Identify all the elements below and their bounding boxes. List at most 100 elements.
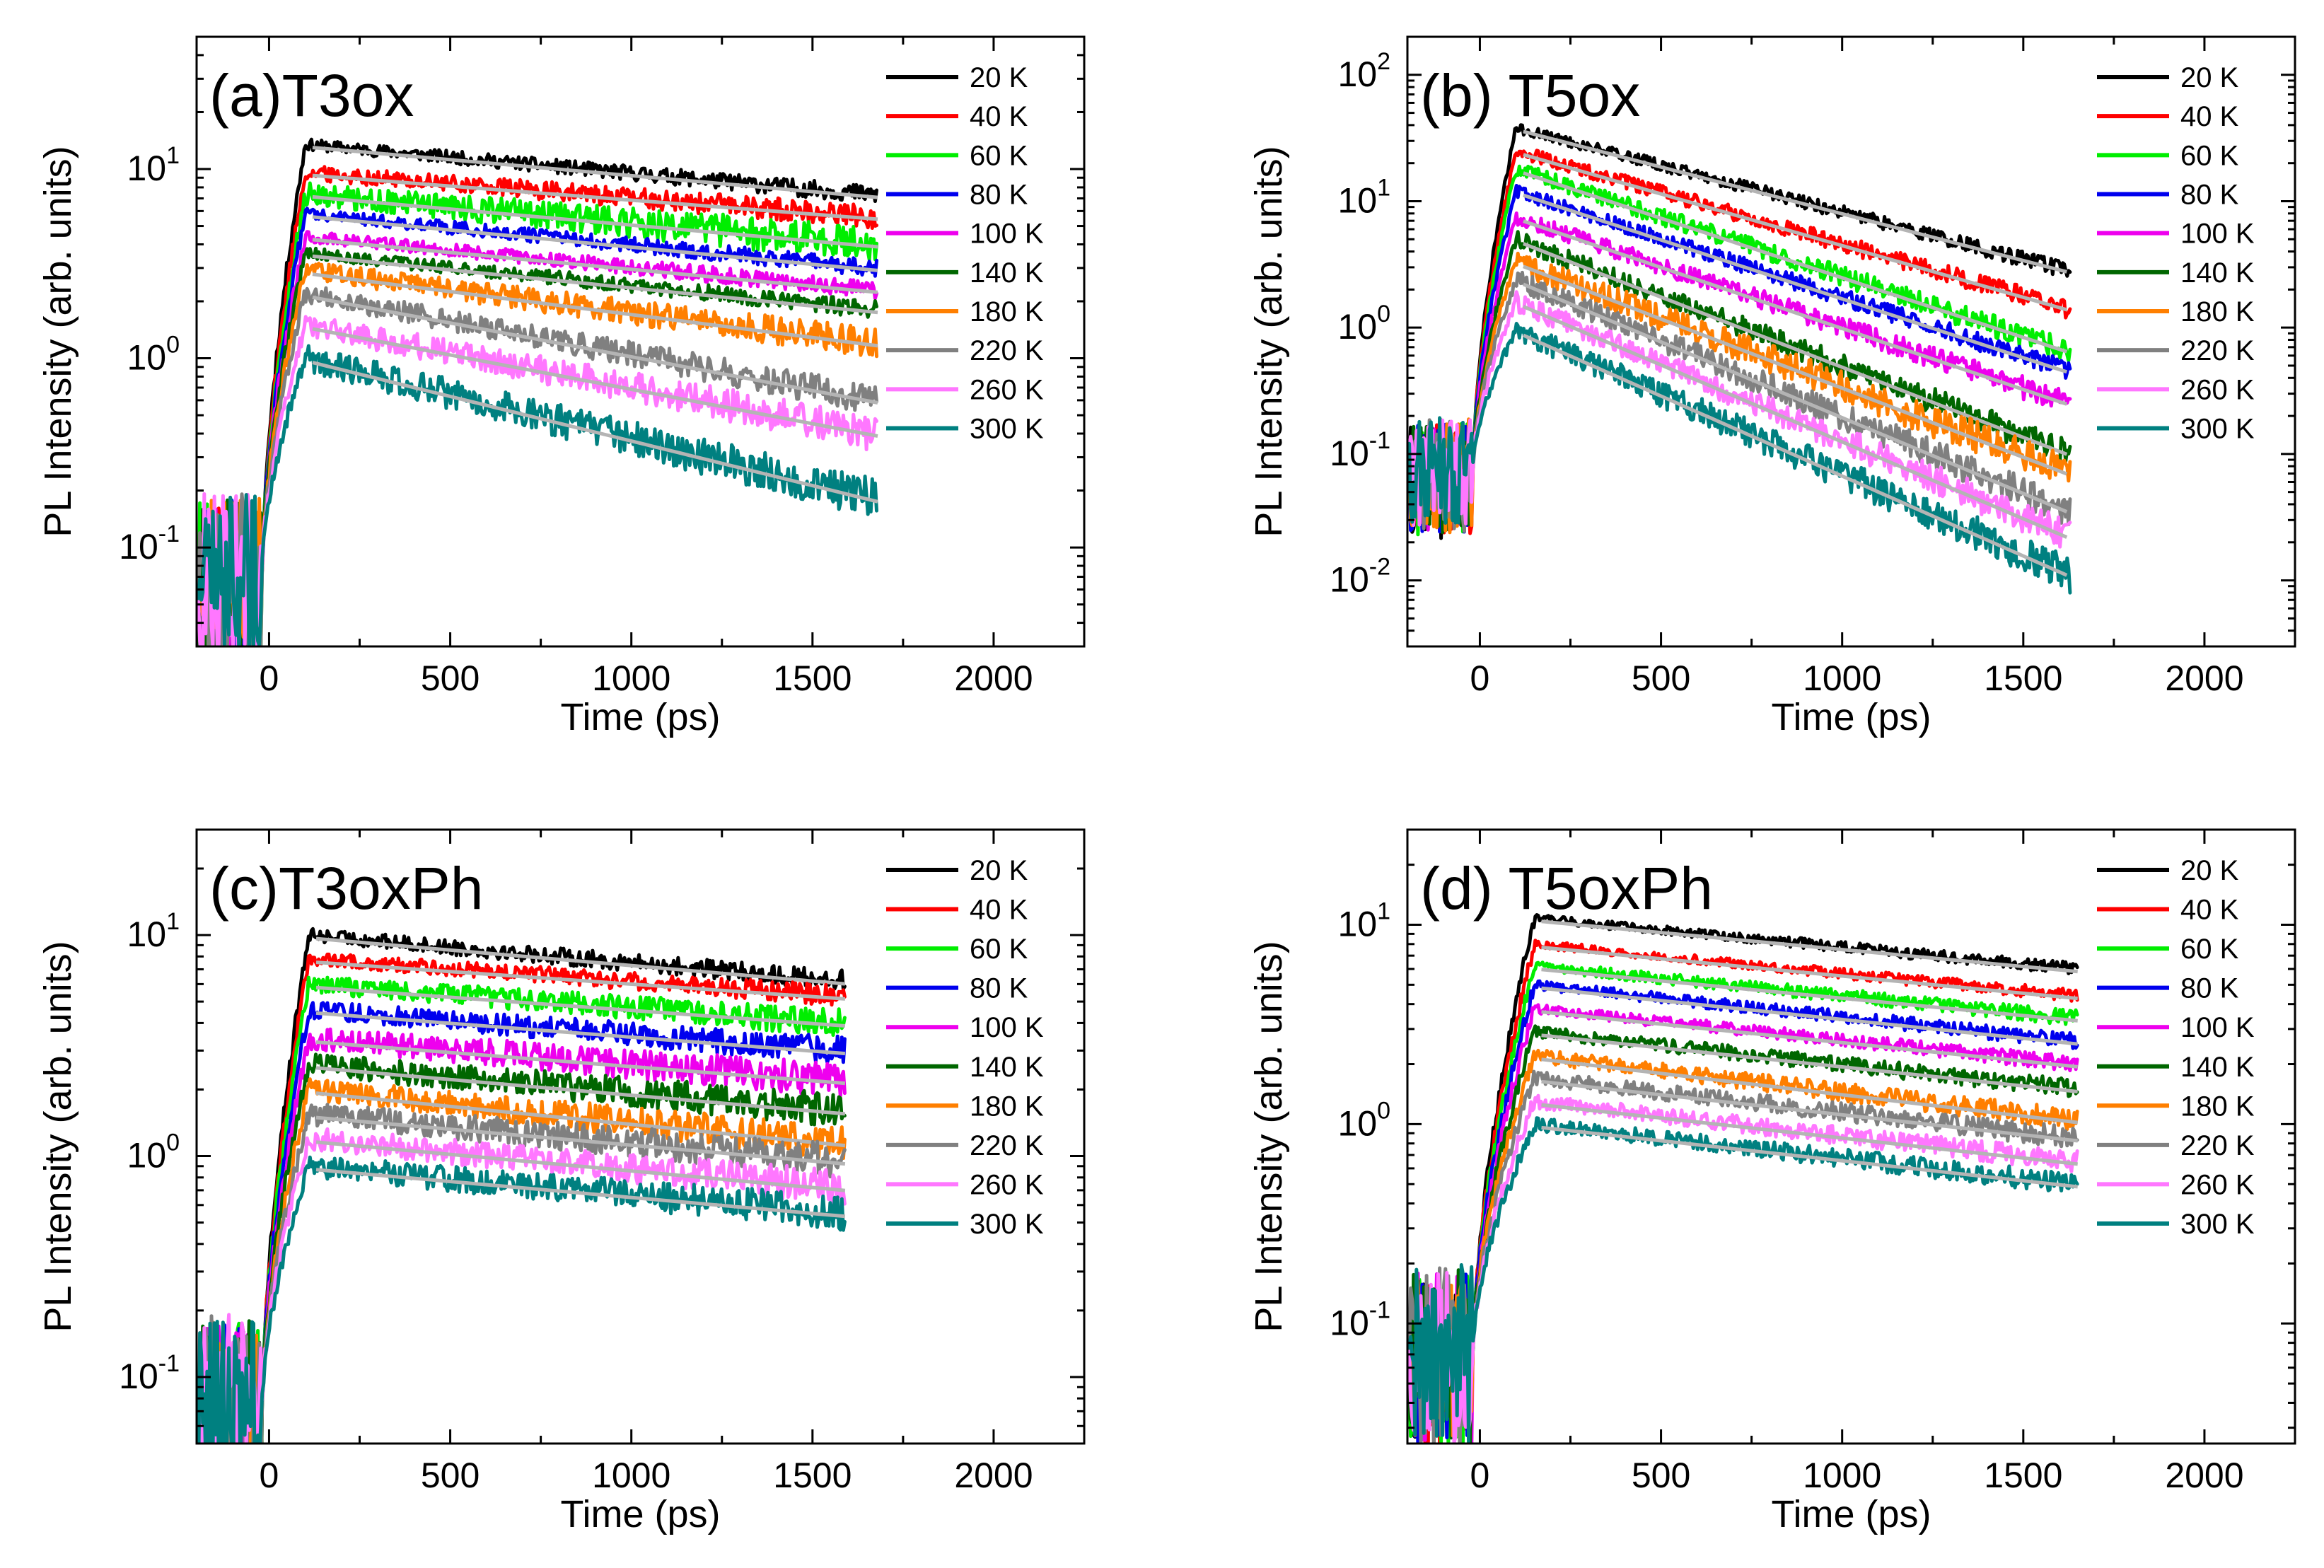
legend-label: 180 K — [970, 1091, 1044, 1122]
y-tick-exponent: 0 — [1377, 1097, 1390, 1124]
series-line — [200, 1103, 847, 1444]
fit-line — [315, 1011, 846, 1056]
y-tick-exponent: -1 — [1369, 1296, 1390, 1323]
fit-line — [312, 327, 878, 439]
legend: 20 K 40 K 60 K 80 K 100 K 140 K 180 K 220 K 260 … — [2097, 855, 2255, 1240]
panel-title: (a)T3ox — [209, 62, 414, 129]
series-line — [197, 1155, 847, 1444]
series-line — [1407, 979, 2079, 1444]
x-tick-label: 500 — [1632, 658, 1690, 698]
y-tick-base: 10 — [127, 1136, 166, 1175]
legend-label: 300 K — [2180, 414, 2255, 445]
y-tick-exponent: -1 — [1369, 427, 1390, 454]
legend-label: 20 K — [2180, 855, 2239, 886]
x-axis-title: Time (ps) — [561, 1493, 721, 1535]
y-axis-title: PL Intensity (arb. units) — [37, 146, 79, 537]
y-tick-base: 10 — [1337, 1103, 1377, 1143]
x-tick-label: 1000 — [1803, 1456, 1881, 1495]
plot-area — [1407, 123, 2072, 595]
plot-frame — [1406, 35, 2296, 648]
legend-label: 140 K — [970, 257, 1044, 289]
series-line — [197, 286, 878, 646]
y-tick-label: 101 — [1337, 174, 1390, 220]
fit-line — [312, 272, 878, 348]
legend-label: 80 K — [970, 973, 1028, 1004]
y-tick-exponent: -1 — [158, 521, 180, 547]
fit-line — [1541, 1057, 2078, 1125]
y-tick-base: 10 — [1337, 307, 1377, 347]
y-tick-label: 10-1 — [1330, 427, 1390, 473]
y-tick-exponent: 1 — [1377, 174, 1390, 201]
series-line — [200, 1027, 847, 1444]
y-tick-base: 10 — [119, 1357, 158, 1396]
fit-line — [312, 254, 878, 315]
x-axis-title: Time (ps) — [1772, 696, 1931, 738]
legend: 20 K 40 K 60 K 80 K 100 K 140 K 180 K 220 K 260 … — [886, 855, 1044, 1240]
legend-label: 100 K — [970, 219, 1044, 250]
legend-label: 40 K — [970, 895, 1028, 926]
legend-label: 180 K — [2180, 1091, 2255, 1122]
panel-title: (b) T5ox — [1420, 62, 1640, 129]
fit-line — [315, 1040, 846, 1086]
plot-area — [1407, 913, 2079, 1444]
legend-label: 300 K — [970, 1209, 1044, 1240]
fit-line — [312, 295, 878, 405]
y-tick-label: 101 — [127, 142, 180, 188]
legend-label: 80 K — [970, 180, 1028, 211]
fit-line — [1522, 333, 2068, 577]
y-axis-title: PL Intensity (arb. units) — [37, 941, 79, 1332]
legend-label: 300 K — [970, 414, 1044, 445]
y-tick-label: 102 — [1337, 48, 1390, 94]
fit-line — [1523, 219, 2068, 406]
y-tick-base: 10 — [127, 914, 166, 954]
legend-label: 60 K — [970, 140, 1028, 171]
x-tick-label: 500 — [1632, 1456, 1690, 1495]
plot-frame — [195, 35, 1086, 648]
legend-label: 80 K — [2180, 973, 2239, 1004]
y-tick-label: 100 — [1337, 1097, 1390, 1143]
series-line — [1407, 270, 2072, 533]
fit-line — [1541, 986, 2078, 1046]
y-tick-exponent: 1 — [166, 908, 180, 935]
y-tick-label: 101 — [127, 908, 180, 954]
y-tick-label: 100 — [1337, 301, 1390, 347]
legend-label: 20 K — [2180, 62, 2239, 93]
legend-label: 260 K — [2180, 1169, 2255, 1200]
fit-line — [315, 960, 846, 1001]
fit-line — [1523, 171, 2068, 354]
plot-area — [197, 927, 847, 1444]
legend-label: 100 K — [970, 1012, 1044, 1043]
series-line — [1407, 211, 2072, 532]
y-tick-label: 101 — [1337, 898, 1390, 943]
x-tick-label: 0 — [1470, 658, 1490, 698]
x-axis-title: Time (ps) — [1772, 1493, 1931, 1535]
fit-line — [1523, 265, 2068, 476]
y-tick-base: 10 — [1337, 54, 1377, 94]
y-tick-label: 100 — [127, 1129, 180, 1175]
series-line — [200, 952, 847, 1444]
legend-label: 80 K — [2180, 180, 2239, 211]
legend-label: 220 K — [2180, 1130, 2255, 1161]
legend-label: 40 K — [2180, 895, 2239, 926]
y-tick-exponent: 0 — [1377, 301, 1390, 327]
y-tick-label: 10-1 — [119, 1350, 180, 1396]
fit-line — [1522, 305, 2068, 539]
panel-title: (c)T3oxPh — [209, 855, 483, 922]
legend-label: 300 K — [2180, 1209, 2255, 1240]
x-tick-label: 1500 — [773, 658, 852, 698]
fit-line — [312, 361, 878, 504]
fit-line — [312, 238, 878, 294]
x-tick-label: 1500 — [773, 1456, 852, 1495]
legend-label: 40 K — [2180, 101, 2239, 132]
x-tick-label: 2000 — [2165, 658, 2243, 698]
fit-line — [315, 1091, 846, 1148]
fit-line — [315, 1066, 846, 1116]
fit-line — [315, 1115, 846, 1166]
x-tick-label: 1000 — [1803, 658, 1881, 698]
series-line — [1407, 1003, 2079, 1444]
series-line — [1407, 1093, 2079, 1444]
plot-frame — [1406, 828, 2296, 1445]
